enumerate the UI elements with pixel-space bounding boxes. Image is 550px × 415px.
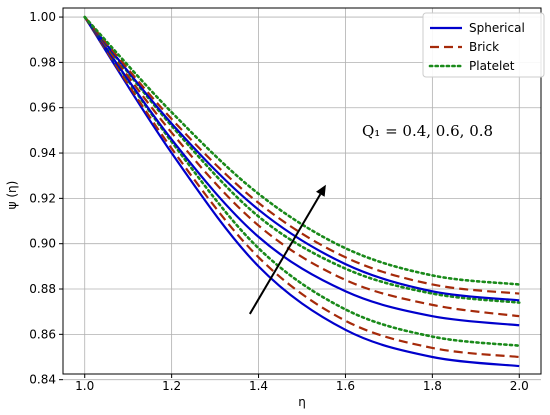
legend-label-spherical: Spherical — [469, 21, 525, 35]
annotation-arrow — [248, 193, 322, 315]
annotation: Q₁ = 0.4, 0.6, 0.8 — [248, 122, 493, 315]
y-tick-label: 0.86 — [29, 327, 56, 341]
series-line-brick-q1-04 — [83, 16, 520, 359]
series-line-brick-q1-06 — [83, 16, 520, 318]
legend: Spherical Brick Platelet — [422, 12, 545, 78]
y-tick-label: 0.84 — [29, 373, 56, 387]
y-tick-label: 0.92 — [29, 191, 56, 205]
x-tick-label: 1.6 — [336, 379, 355, 393]
x-axis-label: η — [298, 395, 306, 409]
y-tick-label: 0.98 — [29, 55, 56, 69]
y-tick-label: 1.00 — [29, 10, 56, 24]
legend-label-brick: Brick — [469, 40, 499, 54]
series-line-brick-q1-08 — [83, 16, 520, 295]
series-line-spherical-q1-06 — [83, 16, 520, 327]
annotation-arrowhead — [316, 184, 326, 197]
y-tick-label: 0.90 — [29, 237, 56, 251]
series-line-platelet-q1-08 — [83, 15, 521, 286]
y-tick-label: 0.96 — [29, 101, 56, 115]
series-line-platelet-q1-06 — [83, 15, 521, 304]
series-line-spherical-q1-08 — [83, 16, 520, 302]
x-tick-label: 1.0 — [75, 379, 94, 393]
x-tick-label: 1.2 — [162, 379, 181, 393]
x-tick-label: 1.4 — [249, 379, 268, 393]
series-lines — [83, 15, 521, 368]
x-tick-label: 1.8 — [423, 379, 442, 393]
x-tick-label: 2.0 — [510, 379, 529, 393]
annotation-label: Q₁ = 0.4, 0.6, 0.8 — [362, 122, 493, 140]
plot-frame — [62, 7, 542, 375]
series-line-spherical-q1-04 — [83, 16, 520, 368]
ticks: 1.0 1.2 1.4 1.6 1.8 2.0 0.84 0.86 0.88 0.90 0.92 0.… — [29, 10, 529, 393]
y-tick-label: 0.88 — [29, 282, 56, 296]
legend-label-platelet: Platelet — [469, 59, 515, 73]
y-tick-label: 0.94 — [29, 146, 56, 160]
y-axis-label: ψ (η) — [5, 181, 19, 210]
